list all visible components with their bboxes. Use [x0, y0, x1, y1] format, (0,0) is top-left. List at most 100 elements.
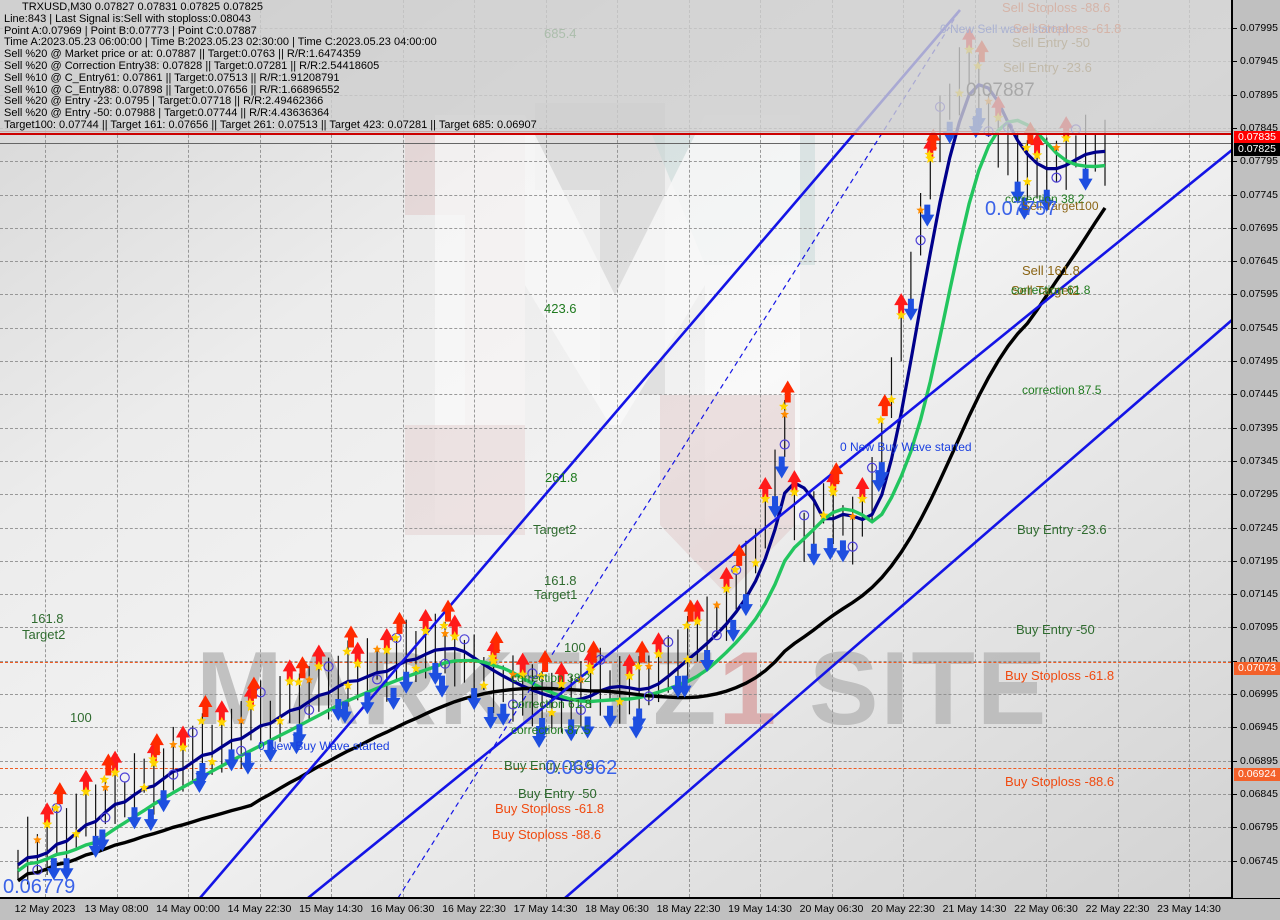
grid-line-vertical — [402, 0, 404, 897]
chart-annotation: Sell Target2 — [1011, 283, 1080, 298]
time-axis-tick: 23 May 14:30 — [1157, 903, 1221, 915]
grid-line-vertical — [1117, 0, 1119, 897]
chart-annotation: 0.06962 — [545, 757, 618, 779]
time-axis-tick: 18 May 22:30 — [656, 903, 721, 915]
chart-annotation: Buy Stoploss -61.8 — [495, 801, 605, 816]
grid-line-vertical — [545, 0, 547, 897]
price-axis-tick: 0.07395 — [1233, 422, 1280, 434]
time-axis-tick: 19 May 14:30 — [728, 903, 792, 915]
chart-annotation: 100 — [564, 640, 586, 655]
chart-annotation: 0 New Buy Wave started — [258, 739, 390, 753]
grid-line-vertical — [1189, 0, 1190, 897]
grid-line-horizontal — [0, 760, 1231, 762]
price-axis-tick: 0.07945 — [1233, 55, 1280, 67]
time-axis-tick: 22 May 06:30 — [1014, 903, 1078, 915]
grid-line-vertical — [45, 0, 46, 897]
time-axis-tick: 15 May 14:30 — [299, 903, 363, 915]
grid-line-horizontal — [0, 627, 1231, 629]
grid-line-vertical — [903, 0, 904, 897]
trend-channel-line — [307, 149, 1231, 897]
grid-line-horizontal — [0, 261, 1231, 263]
info-line: Time A:2023.05.23 06:00:00 | Time B:2023… — [4, 36, 437, 49]
price-axis-tick: 0.07445 — [1233, 388, 1280, 400]
trend-channel-line — [564, 319, 1231, 897]
grid-line-vertical — [259, 0, 261, 897]
price-axis-tick: 0.07145 — [1233, 588, 1280, 600]
price-axis-tick: 0.07645 — [1233, 255, 1280, 267]
chart-info-panel: TRXUSD,M30 0.07827 0.07831 0.07825 0.078… — [0, 0, 1231, 135]
time-axis-tick: 16 May 06:30 — [370, 903, 435, 915]
chart-annotation: correction 61.8 — [512, 697, 592, 711]
grid-line-horizontal — [0, 560, 1231, 562]
buy-stoploss-618-line — [0, 662, 1231, 663]
grid-line-horizontal — [0, 527, 1231, 529]
price-axis-tick: 0.07295 — [1233, 488, 1280, 500]
grid-line-vertical — [974, 0, 976, 897]
price-axis[interactable]: 0.07995 0.07945 0.07895 0.07845 0.07795 0.077… — [1232, 0, 1280, 898]
trend-channel-line — [397, 9, 961, 897]
chart-annotation: 0 New Buy Wave started — [840, 440, 972, 454]
price-axis-tick: 0.07995 — [1233, 22, 1280, 34]
grid-line-horizontal — [0, 494, 1231, 496]
price-axis-tick: 0.07245 — [1233, 522, 1280, 534]
chart-annotation: 161.8 — [31, 611, 64, 626]
chart-annotation: Buy Entry -23.6 — [504, 758, 594, 773]
grid-line-horizontal — [0, 161, 1231, 163]
price-axis-tick: 0.07895 — [1233, 89, 1280, 101]
grid-line-vertical — [831, 0, 833, 897]
grid-line-horizontal — [0, 694, 1231, 695]
info-line: Point A:0.07969 | Point B:0.07773 | Poin… — [4, 24, 257, 37]
price-axis-tick: 0.07345 — [1233, 455, 1280, 467]
time-axis-tick: 18 May 06:30 — [585, 903, 649, 915]
grid-line-vertical — [1046, 0, 1047, 897]
price-axis-tick: 0.06995 — [1233, 688, 1280, 700]
price-axis-tick: 0.07595 — [1233, 288, 1280, 300]
price-axis-highlight-label: 0.07825 — [1234, 143, 1280, 156]
grid-line-horizontal — [0, 460, 1231, 462]
buy-stoploss-886-line — [0, 768, 1231, 769]
chart-annotation: 0.06779 — [3, 876, 76, 898]
grid-line-horizontal — [0, 394, 1231, 396]
grid-line-horizontal — [0, 427, 1231, 429]
chart-annotation: correction 38.2 — [511, 671, 591, 685]
slow-ma-line — [16, 206, 1107, 883]
fast-ma-line — [17, 82, 1106, 867]
grid-line-horizontal — [0, 327, 1231, 329]
price-axis-tick: 0.06745 — [1233, 855, 1280, 867]
price-axis-tick: 0.07695 — [1233, 222, 1280, 234]
info-line: Target100: 0.07744 || Target 161: 0.0765… — [4, 118, 537, 131]
chart-annotation: correction 61.8 — [1011, 283, 1091, 297]
grid-line-vertical — [188, 0, 189, 897]
grid-line-vertical — [116, 0, 118, 897]
price-axis-tick: 0.07545 — [1233, 322, 1280, 334]
price-axis-highlight-label: 0.07073 — [1234, 662, 1280, 675]
info-line: Line:843 | Last Signal is:Sell with stop… — [4, 12, 251, 25]
grid-line-vertical — [474, 0, 475, 897]
grid-line-horizontal — [0, 294, 1231, 296]
chart-annotation: correction 38.2 — [1005, 192, 1085, 206]
price-axis-highlight-label: 0.07835 — [1234, 131, 1280, 144]
time-axis-tick: 14 May 00:00 — [156, 903, 220, 915]
chart-annotation: Buy Stoploss -88.6 — [1005, 774, 1115, 789]
chart-annotation: correction 87.5 — [511, 723, 591, 737]
info-line: Sell %20 @ Entry -50: 0.07988 | Target:0… — [4, 107, 330, 120]
chart-annotation: 0.07757 — [985, 198, 1058, 220]
info-line: Sell %10 @ C_Entry88: 0.07898 || Target:… — [4, 83, 340, 96]
time-axis-tick: 14 May 22:30 — [227, 903, 292, 915]
chart-annotation: Buy Entry -50 — [518, 786, 597, 801]
info-line: Sell %20 @ Entry -23: 0.0795 | Target:0.… — [4, 95, 324, 108]
price-axis-tick: 0.07095 — [1233, 621, 1280, 633]
chart-plot-area[interactable]: MARKETZ1 SITE 685.40 New Sell wave start… — [0, 0, 1232, 898]
grid-line-vertical — [688, 0, 690, 897]
grid-line-horizontal — [0, 793, 1231, 795]
grid-line-vertical — [760, 0, 761, 897]
time-axis-tick: 22 May 22:30 — [1085, 903, 1150, 915]
grid-line-horizontal — [0, 361, 1231, 362]
grid-line-horizontal — [0, 660, 1231, 662]
grid-line-horizontal — [0, 194, 1231, 196]
time-axis[interactable]: 12 May 2023 13 May 08:00 14 May 00:00 14 Ma… — [0, 898, 1280, 920]
time-axis-tick: 20 May 06:30 — [799, 903, 864, 915]
grid-line-horizontal — [0, 860, 1231, 862]
last-price-line — [0, 143, 1231, 144]
grid-line-horizontal — [0, 727, 1231, 729]
